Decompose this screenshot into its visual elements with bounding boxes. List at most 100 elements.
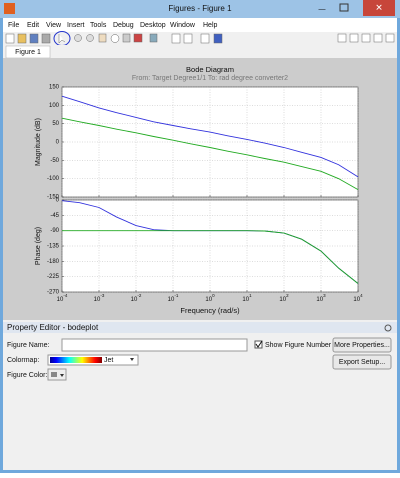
y-tick-label: 0 — [56, 198, 60, 204]
y-tick-label: -135 — [47, 244, 60, 250]
chart-subtitle: From: Target Degree1/1 To: rad degree co… — [132, 75, 288, 82]
colormap-label: Colormap: — [7, 357, 39, 364]
menu-item[interactable]: Desktop — [140, 22, 166, 29]
icon-print[interactable] — [41, 33, 51, 44]
x-axis-label: Frequency (rad/s) — [180, 306, 240, 315]
tab-bar — [3, 45, 397, 58]
icon-tile-2[interactable] — [349, 33, 359, 43]
x-tick-exponent: 2 — [286, 293, 289, 298]
property-editor-header — [3, 322, 397, 333]
dropdown-arrow — [130, 358, 134, 361]
menu-item[interactable]: Window — [170, 22, 196, 29]
colormap-swatch — [50, 357, 102, 363]
icon-tile[interactable] — [337, 33, 347, 43]
icon-tile-3[interactable] — [361, 33, 371, 43]
icon-edit-plot[interactable] — [58, 34, 66, 44]
x-tick-base: 10 — [94, 297, 101, 303]
figure-name-label: Figure Name: — [7, 342, 49, 349]
app-icon — [4, 3, 15, 14]
checkmark — [255, 340, 263, 348]
show-figure-number-checkbox[interactable] — [254, 340, 263, 349]
colormap-value[interactable]: Jet — [104, 357, 113, 364]
y-tick-label: -225 — [47, 274, 60, 280]
title-bar — [0, 0, 400, 18]
x-tick-base: 10 — [205, 297, 212, 303]
y-tick-label: 50 — [52, 121, 59, 127]
tab-label[interactable]: Figure 1 — [15, 49, 41, 56]
more-properties-button[interactable] — [332, 337, 392, 353]
x-tick-base: 10 — [168, 297, 175, 303]
icon-legend[interactable] — [183, 33, 193, 44]
menu-item[interactable]: Tools — [90, 22, 107, 29]
menu-item[interactable]: View — [46, 22, 62, 29]
x-tick-exponent: 3 — [323, 293, 326, 298]
icon-colorbar[interactable] — [171, 33, 181, 44]
menu-bar — [3, 18, 397, 32]
chart-title: Bode Diagram — [186, 65, 234, 74]
more-properties-label[interactable]: More Properties... — [334, 342, 390, 349]
y-tick-label: -180 — [47, 259, 60, 265]
paint-icon — [51, 372, 57, 377]
icon-rotate[interactable] — [110, 34, 120, 43]
x-tick-label: 103 — [316, 293, 326, 302]
dropdown-arrow — [60, 374, 64, 377]
y-tick-label: 150 — [49, 85, 60, 91]
window-title: Figures - Figure 1 — [168, 4, 232, 13]
icon-link[interactable] — [149, 33, 158, 43]
x-tick-base: 10 — [57, 297, 64, 303]
menu-item[interactable]: Edit — [27, 22, 39, 29]
property-editor-title: Property Editor - bodeplot — [7, 323, 99, 332]
x-tick-base: 10 — [131, 297, 138, 303]
y-tick-label: 0 — [56, 140, 60, 146]
x-tick-label: 10-4 — [57, 293, 68, 302]
property-editor-close[interactable] — [384, 324, 392, 332]
menu-item[interactable]: Insert — [67, 22, 85, 29]
figure-name-input[interactable] — [61, 338, 248, 352]
show-figure-number-label: Show Figure Number — [265, 342, 332, 349]
icon-hide-tools[interactable] — [200, 33, 210, 44]
x-tick-base: 10 — [316, 297, 323, 303]
icon-new[interactable] — [5, 33, 15, 44]
x-tick-base: 10 — [242, 297, 249, 303]
figure-color-label: Figure Color: — [7, 372, 48, 379]
icon-zoom-out[interactable] — [86, 34, 94, 42]
y-tick-label: -45 — [50, 213, 59, 219]
icon-brush[interactable] — [133, 33, 143, 43]
x-tick-base: 10 — [279, 297, 286, 303]
x-tick-label: 102 — [279, 293, 289, 302]
x-tick-label: 101 — [242, 293, 252, 302]
icon-open[interactable] — [17, 33, 27, 44]
series-line — [61, 95, 359, 178]
close-icon: ✕ — [375, 2, 383, 12]
export-setup-button[interactable] — [332, 354, 392, 370]
icon-show-tools[interactable] — [213, 33, 223, 44]
menu-item[interactable]: Debug — [113, 22, 134, 29]
x-tick-exponent: -4 — [63, 293, 67, 298]
icon-dock[interactable] — [373, 33, 383, 43]
menu-item[interactable]: Help — [203, 22, 218, 29]
x-tick-label: 100 — [205, 293, 215, 302]
export-setup-label[interactable]: Export Setup... — [339, 359, 385, 366]
icon-zoom-in[interactable] — [74, 34, 82, 42]
close-button[interactable] — [363, 0, 395, 16]
y-axis-label: Magnitude (dB) — [35, 118, 42, 166]
x-tick-label: 10-1 — [168, 293, 179, 302]
x-tick-exponent: -2 — [137, 293, 141, 298]
y-tick-label: -90 — [50, 228, 59, 234]
toolbar-icons — [5, 31, 395, 46]
y-tick-label: -100 — [47, 176, 60, 182]
icon-save[interactable] — [29, 33, 39, 44]
x-tick-exponent: 0 — [212, 293, 215, 298]
icon-datacursor[interactable] — [122, 33, 131, 43]
icon-undock[interactable] — [385, 33, 395, 43]
icon-pan[interactable] — [98, 33, 107, 43]
maximize-button[interactable] — [339, 3, 349, 12]
y-tick-label: -150 — [47, 195, 60, 201]
x-tick-exponent: 1 — [249, 293, 252, 298]
x-tick-label: 10-3 — [94, 293, 105, 302]
y-tick-label: -270 — [47, 290, 60, 296]
minimize-button[interactable]: — — [319, 6, 326, 13]
x-tick-exponent: 4 — [360, 293, 363, 298]
menu-item[interactable]: File — [8, 22, 19, 29]
